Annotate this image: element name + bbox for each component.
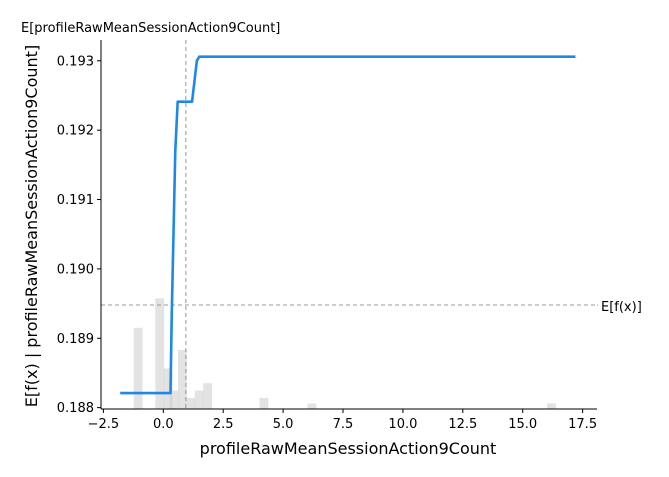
x-tick-label: 2.5	[213, 417, 234, 432]
histogram-layer	[133, 298, 556, 409]
y-tick-label: 0.191	[57, 193, 94, 208]
series-line	[120, 55, 576, 395]
histogram-bar	[547, 403, 556, 409]
histogram-bar	[307, 403, 317, 409]
histogram-bar	[169, 390, 179, 409]
x-tick-label: −2.5	[88, 417, 120, 432]
x-tick-label: 17.5	[568, 417, 597, 432]
y-tick-label: 0.189	[57, 332, 94, 347]
y-ticks: 0.188 0.189 0.190 0.191 0.192 0.193	[57, 54, 101, 416]
histogram-bar	[133, 327, 143, 409]
y-tick-label: 0.192	[57, 124, 94, 139]
x-tick-label: 7.5	[333, 417, 354, 432]
histogram-bar	[259, 397, 269, 409]
histogram-bar	[186, 397, 196, 409]
histogram-bar	[194, 390, 204, 409]
x-tick-label: 10.0	[388, 417, 417, 432]
histogram-bar	[178, 349, 187, 409]
y-tick-label: 0.188	[57, 401, 94, 416]
axes	[100, 40, 597, 410]
x-tick-label: 12.5	[448, 417, 477, 432]
x-ticks: −2.5 0.0 2.5 5.0 7.5 10.0 12.5 15.0 17.5	[88, 409, 597, 432]
x-tick-label: 0.0	[153, 417, 174, 432]
line-layer	[120, 55, 576, 395]
y-tick-label: 0.190	[57, 262, 94, 277]
y-tick-label: 0.193	[57, 54, 94, 69]
histogram-bar	[203, 383, 213, 409]
expected-value-label: E[f(x)]	[601, 300, 642, 315]
histogram-bar	[155, 298, 165, 409]
feature-mean-label: E[profileRawMeanSessionAction9Count]	[21, 21, 280, 36]
histogram-bar	[163, 368, 173, 409]
y-axis-label: E[f(x) | profileRawMeanSessionAction9Cou…	[22, 45, 41, 407]
reference-lines	[101, 40, 598, 409]
x-axis-label: profileRawMeanSessionAction9Count	[200, 439, 497, 458]
x-tick-label: 15.0	[508, 417, 537, 432]
x-tick-label: 5.0	[273, 417, 294, 432]
